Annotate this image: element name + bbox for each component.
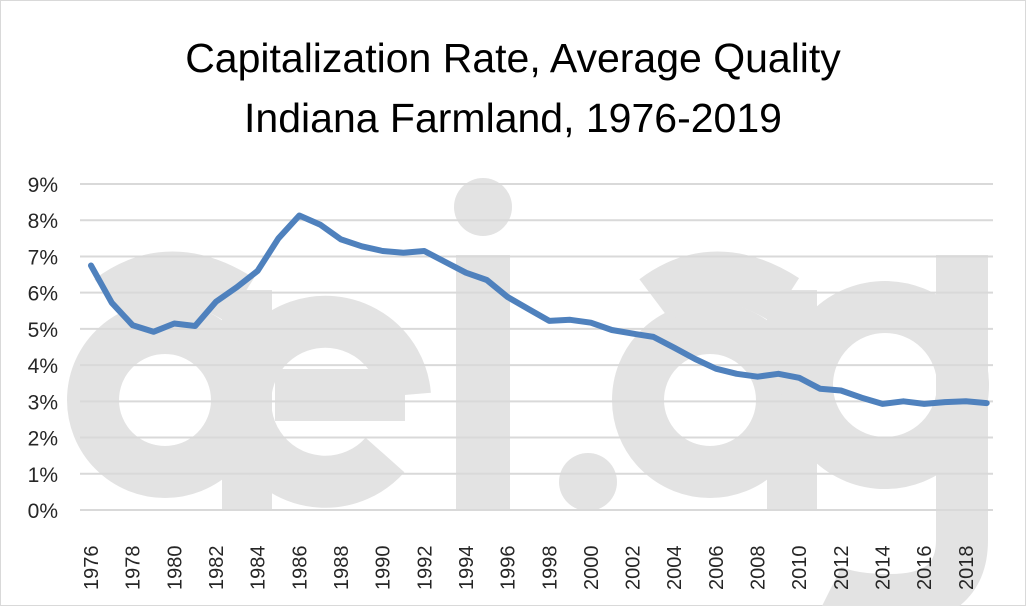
watermark-letter-i [456,255,510,510]
watermark-period [559,453,617,511]
y-tick-label: 8% [28,210,58,233]
x-tick-label: 1986 [289,546,311,591]
chart-subtitle: Indiana Farmland, 1976-2019 [244,95,782,141]
x-tick-label: 1992 [414,546,436,591]
x-tick-label: 1984 [248,546,270,591]
x-tick-label: 2008 [748,546,770,591]
y-tick-label: 1% [28,464,58,487]
x-tick-label: 2014 [873,546,895,591]
watermark-letter-a-top [94,251,255,323]
chart-title: Capitalization Rate, Average Quality [185,35,841,81]
x-tick-label: 1976 [81,546,103,591]
x-tick-label: 2004 [664,546,686,591]
x-tick-label: 1980 [164,546,186,591]
x-tick-label: 1982 [206,546,228,591]
watermark-letter-a2 [612,302,808,498]
watermark-letter-a2-top [639,251,800,323]
y-tick-label: 3% [28,391,58,414]
x-tick-label: 2010 [789,546,811,591]
x-tick-label: 2002 [623,546,645,591]
x-tick-label: 1998 [539,546,561,591]
x-tick-label: 1988 [331,546,353,591]
y-tick-label: 7% [28,246,58,269]
x-tick-label: 1996 [498,546,520,591]
x-tick-label: 2000 [581,546,603,591]
watermark-letter-i-dot [454,178,512,236]
x-tick-label: 1990 [373,546,395,591]
y-tick-label: 0% [28,500,58,523]
watermark-letter-g-stem [822,255,988,606]
y-tick-label: 5% [28,319,58,342]
data-line [88,212,990,407]
watermark-letter-a [67,302,263,498]
x-tick-label: 1978 [123,546,145,591]
y-tick-label: 6% [28,283,58,306]
x-tick-label: 2006 [706,546,728,591]
watermark-letter-e [219,295,431,508]
x-tick-label: 1994 [456,546,478,591]
y-tick-label: 2% [28,428,58,451]
x-tick-label: 2012 [831,546,853,591]
x-tick-label: 2016 [914,546,936,591]
y-tick-label: 4% [28,355,58,378]
x-tick-label: 2018 [956,546,978,591]
y-tick-label: 9% [28,174,58,197]
